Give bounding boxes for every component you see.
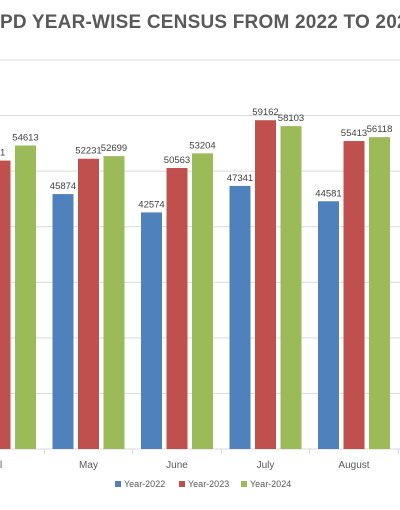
- category-label-2: June: [166, 460, 188, 471]
- bar-year-2024-2: [192, 153, 213, 449]
- bar-year-2023-1: [78, 158, 99, 449]
- chart-title: PD YEAR-WISE CENSUS FROM 2022 TO 202: [0, 12, 400, 33]
- label-layer: 4587442574473414458147152231505635916255…: [0, 107, 393, 210]
- data-label-year-2023-1: 52231: [75, 146, 101, 157]
- bar-year-2024-0: [15, 145, 36, 449]
- data-label-year-2024-0: 54613: [12, 133, 38, 144]
- legend-label-year-2023: Year-2023: [188, 479, 229, 489]
- bar-year-2023-2: [166, 168, 188, 449]
- data-label-year-2024-2: 53204: [189, 140, 215, 151]
- data-label-year-2023-0: 71: [0, 148, 5, 159]
- data-label-year-2022-1: 45874: [50, 181, 76, 192]
- data-label-year-2024-3: 58103: [278, 113, 304, 124]
- category-label-3: July: [257, 460, 275, 471]
- category-label-1: May: [79, 460, 98, 471]
- bar-year-2023-0: [0, 160, 11, 449]
- bar-year-2022-4: [318, 201, 339, 449]
- bar-layer: [0, 120, 390, 449]
- data-label-year-2024-4: 56118: [367, 124, 393, 135]
- data-label-year-2023-2: 50563: [164, 155, 190, 166]
- data-label-year-2022-2: 42574: [138, 199, 164, 210]
- legend-swatch-year-2024: [241, 481, 247, 487]
- data-label-year-2023-4: 55413: [341, 128, 367, 139]
- bar-year-2024-4: [369, 137, 390, 449]
- bar-year-2023-4: [343, 141, 365, 449]
- data-label-year-2024-1: 52699: [101, 143, 127, 154]
- data-label-year-2022-3: 47341: [227, 173, 253, 184]
- legend: Year-2022 Year-2023 Year-2024: [115, 479, 291, 489]
- data-label-year-2023-3: 59162: [252, 107, 278, 118]
- legend-swatch-year-2022: [115, 481, 121, 487]
- legend-label-year-2024: Year-2024: [250, 479, 291, 489]
- data-label-year-2022-4: 44581: [315, 188, 341, 199]
- bar-year-2024-3: [280, 126, 302, 449]
- legend-label-year-2022: Year-2022: [124, 479, 165, 489]
- bar-year-2022-3: [229, 185, 251, 449]
- bar-year-2022-1: [52, 194, 74, 449]
- bar-year-2023-3: [255, 120, 276, 449]
- category-label-4: August: [338, 460, 369, 471]
- category-axis: il May June July August: [0, 449, 399, 471]
- legend-swatch-year-2023: [179, 481, 185, 487]
- bar-year-2022-2: [141, 212, 162, 449]
- category-label-0: il: [0, 460, 2, 471]
- bar-year-2024-1: [103, 156, 125, 449]
